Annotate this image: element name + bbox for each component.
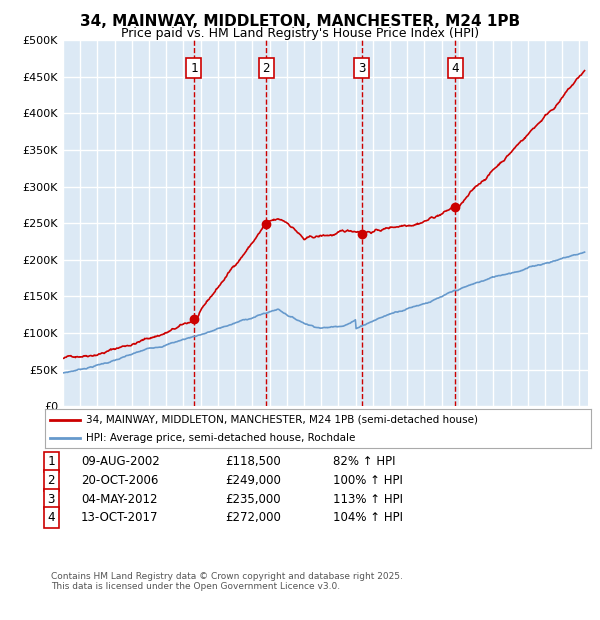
Text: 100% ↑ HPI: 100% ↑ HPI (333, 474, 403, 487)
Text: 09-AUG-2002: 09-AUG-2002 (81, 456, 160, 468)
Text: 13-OCT-2017: 13-OCT-2017 (81, 512, 158, 524)
Text: 1: 1 (190, 61, 197, 74)
Text: 104% ↑ HPI: 104% ↑ HPI (333, 512, 403, 524)
Text: 3: 3 (47, 493, 55, 505)
Text: 4: 4 (47, 512, 55, 524)
Text: Contains HM Land Registry data © Crown copyright and database right 2025.
This d: Contains HM Land Registry data © Crown c… (51, 572, 403, 591)
Text: 2: 2 (47, 474, 55, 487)
Text: 2: 2 (262, 61, 270, 74)
Text: 34, MAINWAY, MIDDLETON, MANCHESTER, M24 1PB (semi-detached house): 34, MAINWAY, MIDDLETON, MANCHESTER, M24 … (86, 415, 478, 425)
Text: 82% ↑ HPI: 82% ↑ HPI (333, 456, 395, 468)
Text: £249,000: £249,000 (225, 474, 281, 487)
Text: 1: 1 (47, 456, 55, 468)
Text: 3: 3 (358, 61, 365, 74)
Text: Price paid vs. HM Land Registry's House Price Index (HPI): Price paid vs. HM Land Registry's House … (121, 27, 479, 40)
Text: 20-OCT-2006: 20-OCT-2006 (81, 474, 158, 487)
Text: £118,500: £118,500 (225, 456, 281, 468)
Text: HPI: Average price, semi-detached house, Rochdale: HPI: Average price, semi-detached house,… (86, 433, 355, 443)
Text: 4: 4 (451, 61, 459, 74)
Text: 34, MAINWAY, MIDDLETON, MANCHESTER, M24 1PB: 34, MAINWAY, MIDDLETON, MANCHESTER, M24 … (80, 14, 520, 29)
Text: £272,000: £272,000 (225, 512, 281, 524)
Text: £235,000: £235,000 (225, 493, 281, 505)
Text: 04-MAY-2012: 04-MAY-2012 (81, 493, 157, 505)
Text: 113% ↑ HPI: 113% ↑ HPI (333, 493, 403, 505)
